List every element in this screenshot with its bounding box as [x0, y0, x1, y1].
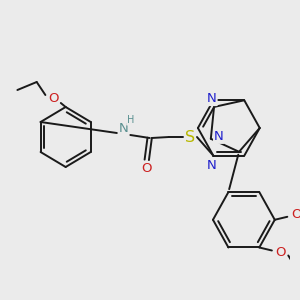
Text: O: O	[275, 246, 286, 259]
Text: O: O	[48, 92, 58, 104]
Text: N: N	[214, 130, 224, 143]
Text: O: O	[142, 161, 152, 175]
Text: S: S	[185, 130, 195, 145]
Text: H: H	[127, 115, 134, 125]
Text: O: O	[291, 208, 300, 221]
Text: N: N	[119, 122, 128, 134]
Text: N: N	[207, 92, 217, 105]
Text: N: N	[207, 159, 216, 172]
